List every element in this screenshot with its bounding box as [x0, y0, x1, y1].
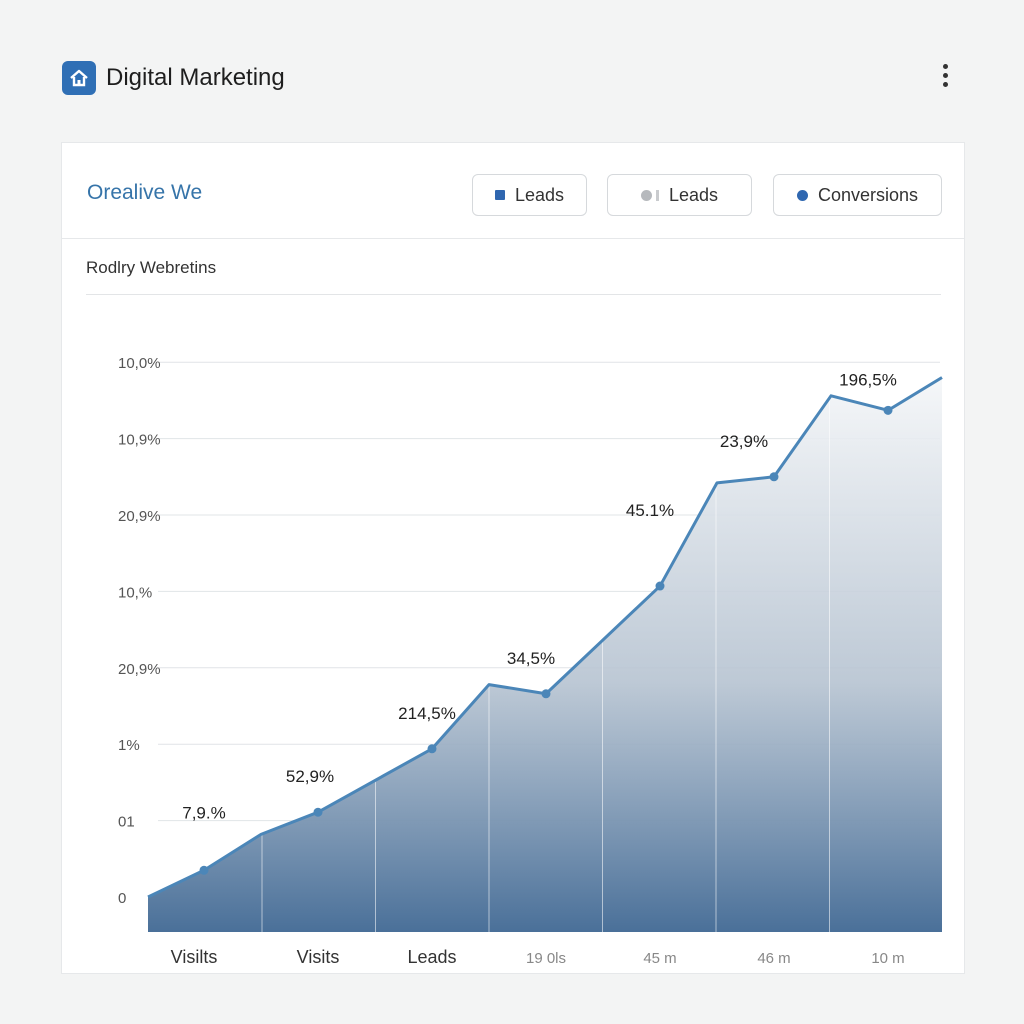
- data-point: [655, 581, 665, 591]
- x-tick-label: 46 m: [757, 950, 790, 967]
- data-label: 45.1%: [626, 501, 674, 520]
- bar-marker-icon: [655, 189, 659, 201]
- dot-marker-icon: [640, 189, 652, 201]
- x-tick-label: 10 m: [871, 950, 904, 967]
- x-tick-label: Visilts: [171, 947, 218, 967]
- y-tick-label: 1%: [118, 737, 140, 754]
- home-icon[interactable]: [62, 61, 96, 95]
- data-label: 196,5%: [839, 370, 897, 389]
- square-marker-icon: [494, 190, 505, 200]
- x-tick-label: 45 m: [643, 950, 676, 967]
- data-point: [883, 405, 893, 415]
- legend-item-leads[interactable]: Leads: [472, 174, 587, 216]
- legend-label: Leads: [514, 184, 565, 205]
- y-tick-label: 0: [118, 890, 126, 907]
- data-label: 214,5%: [398, 704, 456, 723]
- data-point: [427, 744, 437, 754]
- y-tick-label: 20,9%: [118, 508, 161, 525]
- y-tick-label: 20,9%: [118, 661, 161, 678]
- data-label: 34,5%: [507, 649, 555, 668]
- y-tick-label: 10,9%: [118, 432, 161, 449]
- legend-label: Leads: [668, 184, 719, 205]
- card-title: Orealive We: [87, 181, 203, 204]
- header-divider: [62, 238, 964, 239]
- legend-label: Conversions: [817, 184, 919, 205]
- y-tick-label: 01: [118, 814, 135, 831]
- legend-item-leads-secondary[interactable]: Leads: [607, 174, 752, 216]
- chart-subtitle: Rodlry Webretins: [86, 258, 217, 277]
- data-label: 23,9%: [720, 432, 768, 451]
- app-title: Digital Marketing: [106, 64, 285, 91]
- data-point: [313, 807, 323, 817]
- dot-marker-icon: [796, 189, 808, 201]
- data-label: 7,9.%: [182, 803, 225, 822]
- subtitle-divider: [86, 294, 941, 295]
- x-tick-label: Leads: [407, 947, 456, 967]
- data-point: [541, 689, 551, 699]
- y-tick-label: 10,0%: [118, 355, 161, 372]
- x-tick-label: 19 0ls: [526, 950, 566, 967]
- area-fill: [148, 377, 942, 933]
- data-point: [769, 472, 779, 482]
- x-tick-label: Visits: [297, 947, 340, 967]
- app-header: Digital Marketing: [62, 58, 962, 98]
- data-point: [199, 865, 209, 875]
- y-tick-label: 10,%: [118, 584, 152, 601]
- more-vertical-icon[interactable]: [938, 60, 952, 92]
- data-label: 52,9%: [286, 767, 334, 786]
- legend-item-conversions[interactable]: Conversions: [773, 174, 942, 216]
